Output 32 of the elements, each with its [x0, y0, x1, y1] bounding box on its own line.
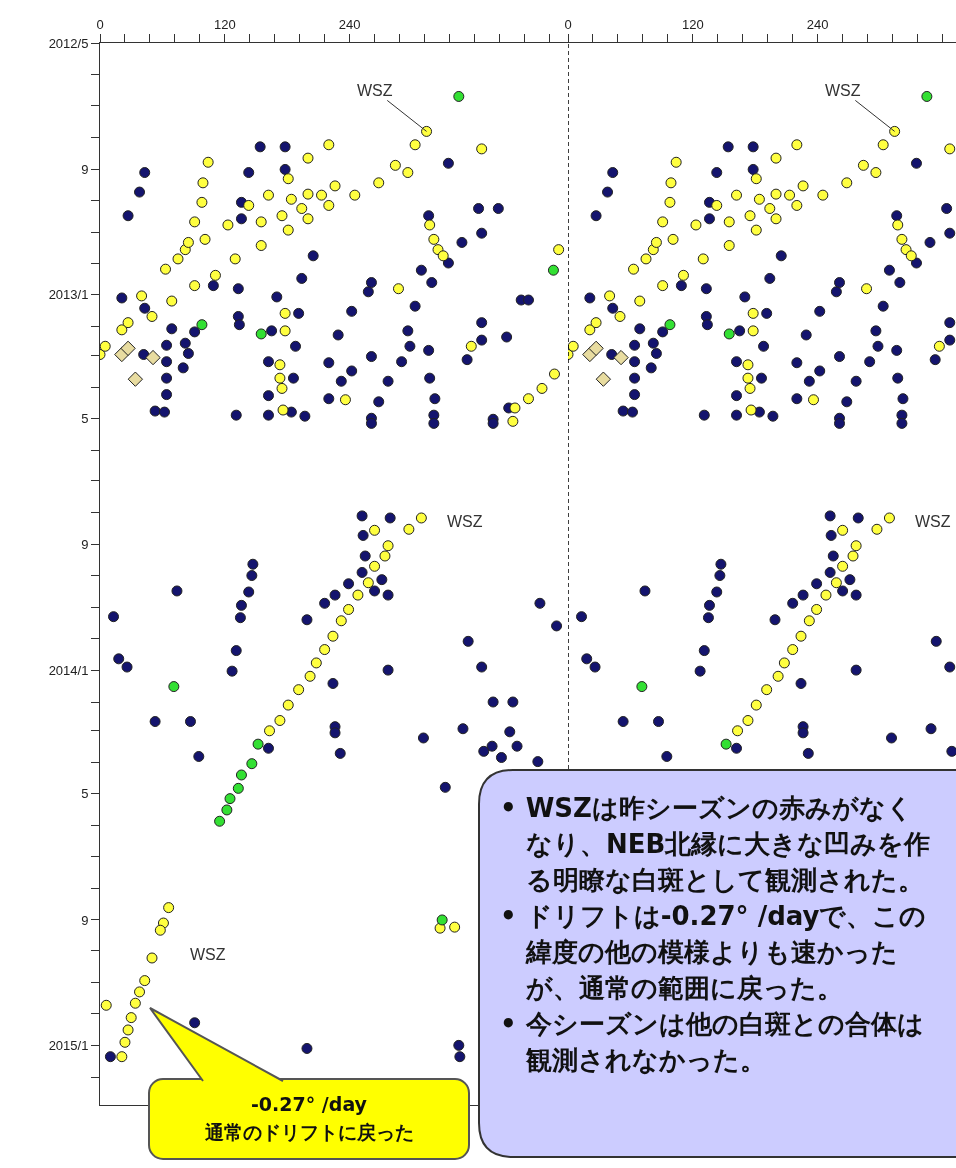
y-tick-label: 2012/5 [48, 35, 89, 51]
x-tick-label: 0 [564, 16, 572, 32]
point [664, 319, 676, 331]
annotation: WSZ [825, 82, 861, 99]
annotation: WSZ [447, 513, 483, 530]
annotation: • WSZは昨シーズンの赤みがなくなり、NEB北縁に大きな凹みを作る明瞭な白斑として観測された。 [500, 792, 932, 897]
point [921, 90, 933, 102]
annotation: WSZ [915, 513, 951, 530]
y-tick-label: 2015/1 [48, 1037, 89, 1053]
y-tick-label: 9 [81, 537, 89, 553]
y-tick-label: 2013/1 [48, 287, 89, 303]
point [723, 328, 735, 340]
annotation: -0.27° /day 通常のドリフトに戻った [148, 1078, 470, 1160]
point [636, 681, 648, 693]
annotation: WSZ [357, 82, 393, 99]
point [595, 371, 612, 387]
point [613, 349, 629, 366]
x-tick-label: 0 [96, 16, 104, 32]
x-tick-label: 240 [806, 16, 829, 32]
y-tick-label: 5 [81, 410, 89, 426]
y-tick-label: 9 [81, 912, 89, 928]
annotation: • 今シーズンは他の白斑との合体は観測されなかった。 [500, 1008, 925, 1077]
annotation: WSZ [190, 946, 226, 963]
annotation: • ドリフトは-0.27° /dayで、この緯度の他の模様よりも速かったが、通常の範囲に戻った。 [500, 900, 928, 1005]
point [720, 738, 732, 750]
x-tick-label: 120 [213, 16, 236, 32]
y-tick-label: 5 [81, 786, 89, 802]
x-tick-label: 240 [338, 16, 361, 32]
x-tick-label: 120 [681, 16, 704, 32]
y-tick-label: 9 [81, 162, 89, 177]
point [588, 340, 604, 356]
y-tick-label: 2014/1 [48, 662, 89, 678]
